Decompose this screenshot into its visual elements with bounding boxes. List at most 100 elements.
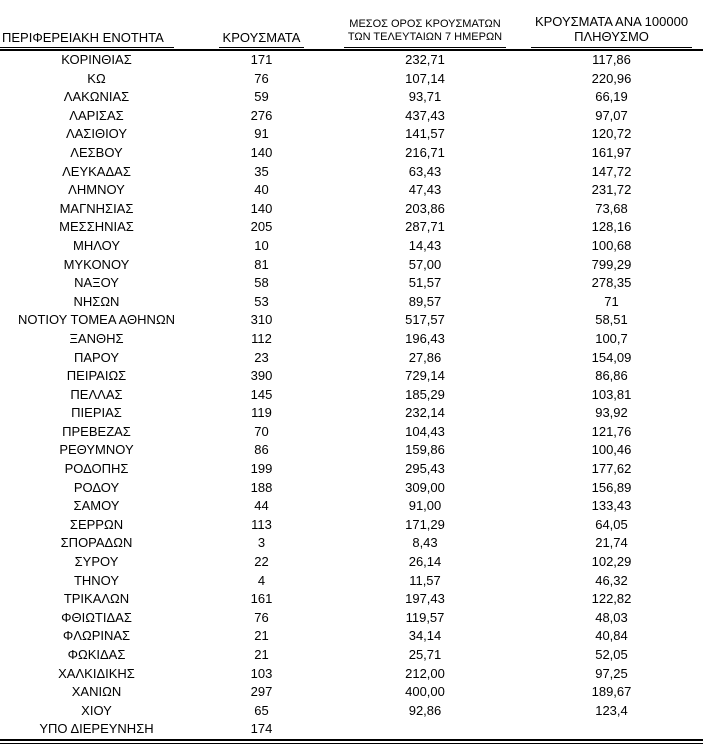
- per100k-cell: 58,51: [595, 312, 628, 328]
- header-cases: ΚΡΟΥΣΜΑΤΑ: [193, 6, 330, 51]
- per100k-cell: 156,89: [591, 479, 632, 495]
- table-row: ΡΟΔΟΠΗΣ 199 295,43 177,62: [0, 460, 703, 479]
- table-row: ΝΗΣΩΝ 53 89,57 71: [0, 293, 703, 312]
- region-cell: ΦΘΙΩΤΙΔΑΣ: [61, 609, 132, 625]
- region-cell: ΣΑΜΟΥ: [73, 498, 120, 514]
- per100k-cell: 220,96: [591, 70, 632, 86]
- per100k-cell: 97,25: [595, 665, 628, 681]
- avg7-cell: 309,00: [405, 479, 445, 495]
- region-cell: ΛΑΚΩΝΙΑΣ: [63, 89, 130, 105]
- region-cell: ΜΕΣΣΗΝΙΑΣ: [59, 219, 134, 235]
- table-row: ΠΕΙΡΑΙΩΣ 390 729,14 86,86: [0, 367, 703, 386]
- cases-cell: 113: [251, 516, 272, 532]
- table-row: ΛΕΥΚΑΔΑΣ 35 63,43 147,72: [0, 163, 703, 182]
- cases-cell: 76: [254, 70, 269, 86]
- table-row: ΦΛΩΡΙΝΑΣ 21 34,14 40,84: [0, 627, 703, 646]
- region-cell: ΥΠΟ ΔΙΕΡΕΥΝΗΣΗ: [39, 721, 154, 737]
- avg7-cell: 171,29: [405, 516, 445, 532]
- table-row: ΥΠΟ ΔΙΕΡΕΥΝΗΣΗ 174: [0, 720, 703, 739]
- avg7-cell: 517,57: [405, 312, 445, 328]
- regional-cases-table: ΠΕΡΙΦΕΡΕΙΑΚΗ ΕΝΟΤΗΤΑ ΚΡΟΥΣΜΑΤΑ ΜΕΣΟΣ ΟΡΟ…: [0, 6, 703, 739]
- per100k-cell: 100,68: [591, 237, 632, 253]
- cases-cell: 145: [250, 386, 273, 402]
- cases-cell: 119: [251, 405, 272, 421]
- cases-cell: 4: [257, 572, 266, 588]
- table-row: ΧΙΟΥ 65 92,86 123,4: [0, 702, 703, 721]
- cases-cell: 188: [250, 479, 273, 495]
- table-row: ΛΑΡΙΣΑΣ 276 437,43 97,07: [0, 107, 703, 126]
- avg7-cell: 212,00: [405, 665, 445, 681]
- avg7-cell: 729,14: [405, 368, 445, 384]
- cases-cell: 65: [254, 702, 269, 718]
- region-cell: ΛΑΡΙΣΑΣ: [69, 107, 124, 123]
- header-cases-per-100k: ΚΡΟΥΣΜΑΤΑ ΑΝΑ 100000 ΠΛΗΘΥΣΜΟ: [520, 6, 703, 51]
- table-bottom-border: [0, 738, 703, 744]
- per100k-cell: 161,97: [591, 144, 632, 160]
- cases-cell: 112: [251, 330, 272, 346]
- per100k-cell: 21,74: [595, 535, 628, 551]
- cases-cell: 40: [254, 182, 269, 198]
- table-row: ΞΑΝΘΗΣ 112 196,43 100,7: [0, 330, 703, 349]
- cases-cell: 22: [254, 554, 269, 570]
- avg7-cell: 232,14: [405, 405, 445, 421]
- table-row: ΦΘΙΩΤΙΔΑΣ 76 119,57 48,03: [0, 609, 703, 628]
- header-regional-unit-label: ΠΕΡΙΦΕΡΕΙΑΚΗ ΕΝΟΤΗΤΑ: [0, 30, 174, 48]
- cases-cell: 161: [250, 591, 273, 607]
- cases-cell: 81: [254, 256, 269, 272]
- region-cell: ΛΗΜΝΟΥ: [68, 182, 125, 198]
- avg7-cell: 203,86: [405, 200, 445, 216]
- per100k-cell: 122,82: [591, 591, 632, 607]
- per100k-cell: 64,05: [595, 516, 628, 532]
- cases-cell: 140: [250, 144, 273, 160]
- region-cell: ΛΑΣΙΘΙΟΥ: [65, 126, 128, 142]
- avg7-cell: 47,43: [408, 182, 442, 198]
- cases-cell: 44: [254, 498, 269, 514]
- per100k-cell: 799,29: [591, 256, 632, 272]
- per100k-cell: 278,35: [591, 275, 632, 291]
- region-cell: ΧΑΝΙΩΝ: [71, 684, 122, 700]
- per100k-cell: 189,67: [591, 684, 632, 700]
- avg7-cell: 51,57: [408, 275, 442, 291]
- avg7-cell: 14,43: [408, 237, 442, 253]
- per100k-cell: 177,62: [591, 461, 632, 477]
- table-row: ΡΕΘΥΜΝΟΥ 86 159,86 100,46: [0, 441, 703, 460]
- table-row: ΣΕΡΡΩΝ 113 171,29 64,05: [0, 516, 703, 535]
- per100k-cell: [520, 720, 703, 739]
- region-cell: ΣΥΡΟΥ: [74, 554, 119, 570]
- cases-cell: 205: [250, 219, 273, 235]
- cases-cell: 10: [254, 237, 269, 253]
- table-row: ΤΡΙΚΑΛΩΝ 161 197,43 122,82: [0, 590, 703, 609]
- cases-cell: 103: [250, 665, 273, 681]
- region-cell: ΡΟΔΟΠΗΣ: [64, 461, 129, 477]
- avg7-cell: 197,43: [405, 591, 445, 607]
- per100k-cell: 97,07: [595, 107, 628, 123]
- cases-cell: 23: [254, 349, 269, 365]
- per100k-cell: 117,86: [592, 52, 631, 67]
- region-cell: ΠΡΕΒΕΖΑΣ: [62, 423, 131, 439]
- table-row: ΚΩ 76 107,14 220,96: [0, 70, 703, 89]
- table-row: ΧΑΛΚΙΔΙΚΗΣ 103 212,00 97,25: [0, 665, 703, 684]
- header-regional-unit: ΠΕΡΙΦΕΡΕΙΑΚΗ ΕΝΟΤΗΤΑ: [0, 6, 193, 51]
- avg7-cell: 437,43: [405, 107, 445, 123]
- region-cell: ΝΟΤΙΟΥ ΤΟΜΕΑ ΑΘΗΝΩΝ: [17, 312, 176, 328]
- table-row: ΠΙΕΡΙΑΣ 119 232,14 93,92: [0, 404, 703, 423]
- header-cases-label: ΚΡΟΥΣΜΑΤΑ: [218, 30, 305, 48]
- cases-cell: 3: [257, 535, 266, 551]
- table-row: ΛΑΣΙΘΙΟΥ 91 141,57 120,72: [0, 125, 703, 144]
- avg7-cell: 232,71: [405, 52, 445, 67]
- avg7-cell: 107,14: [405, 70, 445, 86]
- region-cell: ΣΕΡΡΩΝ: [69, 516, 124, 532]
- per100k-cell: 48,03: [595, 609, 628, 625]
- region-cell: ΝΑΞΟΥ: [74, 275, 119, 291]
- avg7-cell: 295,43: [405, 461, 445, 477]
- avg7-cell: 26,14: [408, 554, 442, 570]
- table-row: ΧΑΝΙΩΝ 297 400,00 189,67: [0, 683, 703, 702]
- header-avg-7-days: ΜΕΣΟΣ ΟΡΟΣ ΚΡΟΥΣΜΑΤΩΝ ΤΩΝ ΤΕΛΕΥΤΑΙΩΝ 7 ΗΜ…: [330, 6, 520, 51]
- region-cell: ΛΕΣΒΟΥ: [70, 144, 123, 160]
- per100k-cell: 147,72: [591, 163, 632, 179]
- per100k-cell: 100,46: [591, 442, 632, 458]
- per100k-cell: 66,19: [595, 89, 628, 105]
- avg7-cell: 92,86: [408, 702, 442, 718]
- avg7-cell: 91,00: [408, 498, 442, 514]
